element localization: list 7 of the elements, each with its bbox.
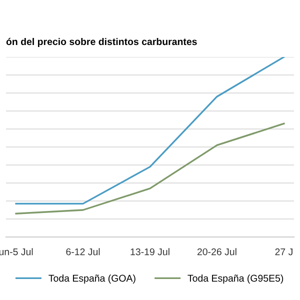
x-tick-label: 27 J [275, 248, 292, 256]
x-tick-label: 13-19 Jul [130, 248, 170, 256]
legend-label: Toda España (GOA) [48, 274, 136, 284]
x-tick-label: 20-26 Jul [197, 248, 236, 256]
x-tick-label: 6-12 Jul [66, 248, 100, 256]
chart-title: ón del precio sobre distintos carburantes [6, 38, 197, 48]
legend-label: Toda España (G95E5) [188, 274, 284, 284]
